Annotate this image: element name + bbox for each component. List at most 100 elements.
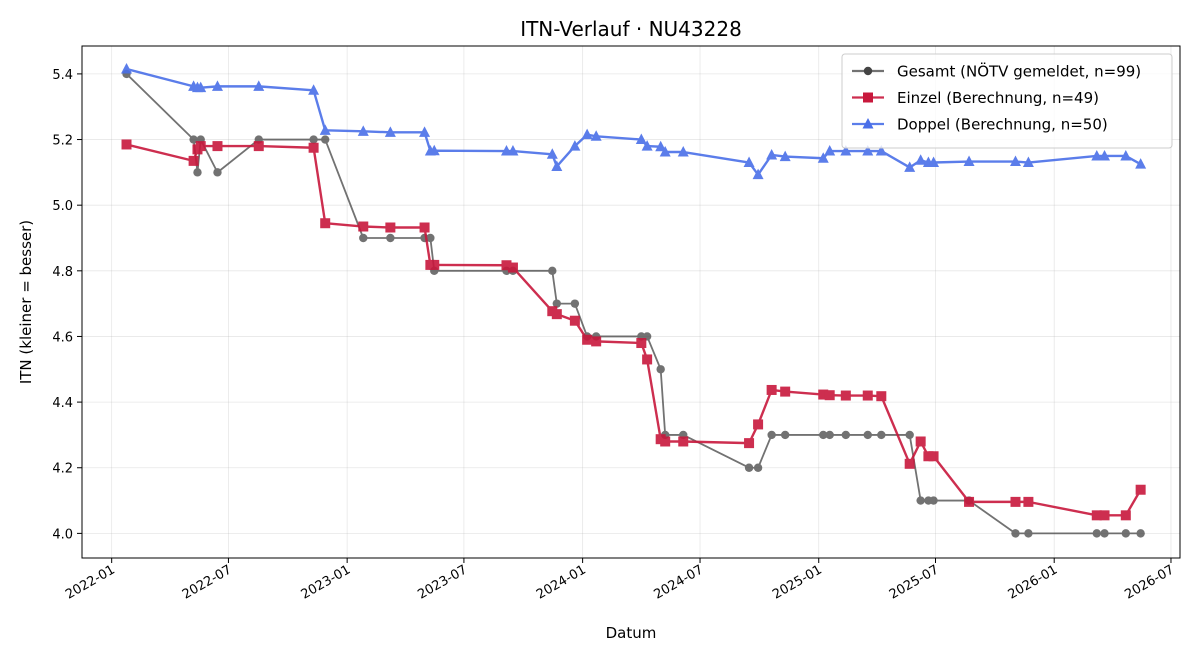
data-point-gesamt [767,430,776,440]
data-point-einzel [928,451,939,462]
data-point-gesamt [193,168,202,177]
data-point-einzel [1120,510,1131,521]
data-point-einzel [121,139,132,150]
data-point-doppel [253,80,265,91]
data-point-einzel [964,496,975,507]
data-point-gesamt [426,233,435,243]
legend-box [841,53,1173,149]
data-point-doppel [904,161,916,172]
y-tick-label: 4.4 [52,396,73,411]
data-point-einzel [824,390,835,401]
data-point-einzel [1010,496,1021,507]
data-point-gesamt [570,299,580,308]
plot-frame [81,45,1181,559]
grid-lines [82,46,1180,558]
data-point-doppel [384,126,396,137]
data-point-einzel [766,384,777,395]
data-point-einzel [419,222,430,233]
data-point-einzel [507,262,518,273]
data-point-gesamt [1100,529,1109,538]
data-point-einzel [915,436,926,447]
data-point-doppel [551,160,563,171]
data-point-gesamt [1024,529,1033,538]
data-point-einzel [1023,496,1034,507]
data-point-einzel [569,315,580,326]
legend-marker-einzel [863,92,873,103]
data-point-einzel [818,389,829,400]
series-einzel [121,139,1146,521]
data-point-doppel [428,144,440,156]
data-point-einzel [923,451,934,462]
data-point-doppel [659,146,671,157]
data-point-einzel [551,309,562,320]
y-tick-label: 4.6 [52,330,73,345]
data-point-einzel [1099,510,1110,521]
data-point-gesamt [744,463,754,472]
data-point-doppel [824,145,836,156]
data-point-einzel [385,222,396,233]
data-point-einzel [253,141,264,152]
data-point-einzel [1135,484,1146,495]
data-point-einzel [308,142,319,153]
data-point-doppel [963,155,975,167]
data-point-doppel [779,150,791,162]
legend-label-gesamt: Gesamt (NÖTV gemeldet, n=99) [897,62,1141,81]
data-point-doppel [915,154,927,165]
data-point-doppel [1120,149,1132,161]
y-tick-label: 4.8 [52,265,73,280]
data-point-gesamt [548,266,557,276]
data-point-doppel [862,145,874,156]
y-tick-label: 5.2 [52,134,73,149]
data-point-doppel [1135,158,1147,169]
data-point-einzel [753,419,764,430]
data-point-doppel [211,80,223,91]
data-point-gesamt [863,430,872,440]
y-tick-label: 5.4 [52,68,73,83]
data-point-gesamt [321,135,330,144]
data-point-einzel [660,436,671,447]
data-point-doppel [635,133,647,145]
y-tick-label: 4.0 [52,527,73,542]
series-doppel [121,62,1147,180]
y-tick-label: 5.0 [52,199,73,214]
data-point-einzel [1091,510,1102,521]
data-point-doppel [641,140,653,151]
data-point-gesamt [916,496,925,505]
data-point-einzel [862,390,873,401]
data-point-gesamt [213,168,222,177]
data-point-einzel [358,221,369,232]
data-point-einzel [744,438,755,449]
data-point-einzel [195,141,206,152]
data-point-gesamt [780,430,790,440]
data-point-gesamt [1092,529,1101,538]
data-point-einzel [780,386,791,397]
data-point-doppel [319,124,331,135]
legend: Gesamt (NÖTV gemeldet, n=99) Einzel (Bere… [841,53,1173,149]
data-point-doppel [928,156,940,168]
data-point-doppel [546,148,558,159]
data-point-gesamt [1011,529,1020,538]
data-point-doppel [1091,149,1103,161]
data-point-gesamt [359,233,368,243]
data-point-einzel [582,334,593,345]
data-point-doppel [121,62,133,74]
data-point-gesamt [877,430,886,440]
data-point-einzel [212,141,223,152]
data-point-gesamt [825,430,834,440]
data-point-einzel [501,260,512,271]
data-point-doppel [357,125,369,136]
data-point-gesamt [819,430,828,440]
data-point-doppel [419,126,431,137]
data-point-doppel [752,168,764,180]
legend-marker-gesamt [863,66,873,76]
data-point-einzel [876,391,887,402]
data-point-einzel [591,336,602,347]
data-point-gesamt [905,430,914,440]
y-axis: 4.0 4.2 4.4 4.6 4.8 5.0 5.2 5.4 [52,68,82,542]
data-point-doppel [655,140,667,152]
data-point-einzel [642,354,653,365]
data-point-einzel [429,259,440,270]
data-point-doppel [569,140,581,151]
legend-label-einzel: Einzel (Berechnung, n=49) [897,89,1099,107]
